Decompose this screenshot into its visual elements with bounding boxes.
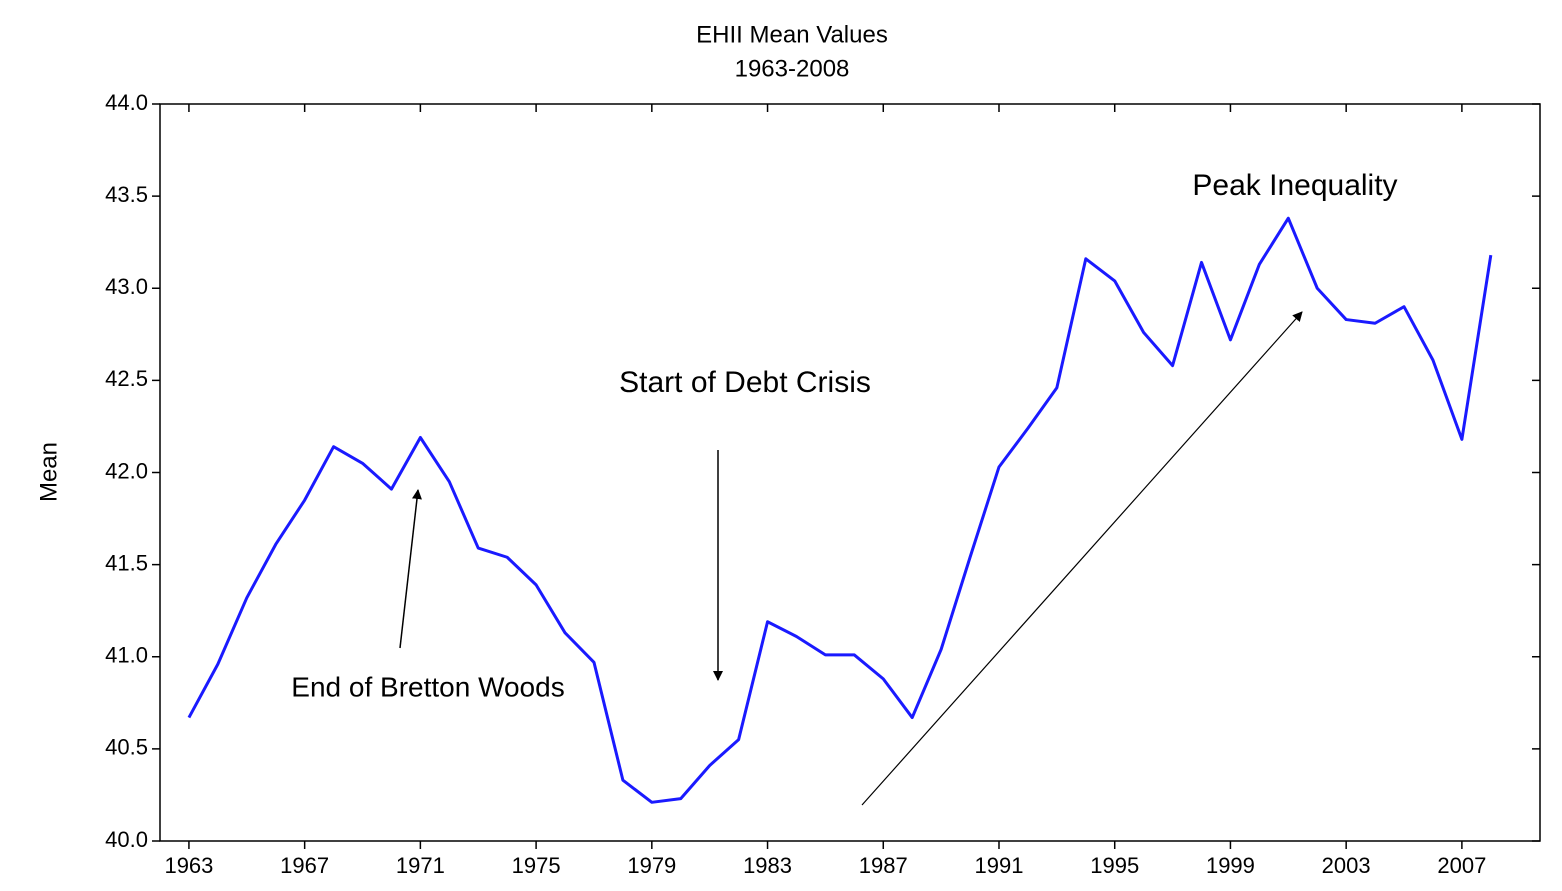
x-tick-label: 1975 xyxy=(512,853,561,878)
y-tick-label: 42.0 xyxy=(105,458,148,483)
y-tick-label: 44.0 xyxy=(105,90,148,115)
annotation: Peak Inequality xyxy=(1192,169,1397,202)
y-tick-label: 42.5 xyxy=(105,366,148,391)
x-tick-label: 1995 xyxy=(1090,853,1139,878)
x-tick-label: 2003 xyxy=(1322,853,1371,878)
data-line xyxy=(187,216,1493,804)
x-tick-label: 1971 xyxy=(396,853,445,878)
y-tick-label: 43.0 xyxy=(105,274,148,299)
chart-subtitle: 1963-2008 xyxy=(735,55,850,82)
y-tick-label: 40.5 xyxy=(105,735,148,760)
x-tick-label: 1991 xyxy=(975,853,1024,878)
annotation: End of Bretton Woods xyxy=(291,671,564,702)
plot-frame xyxy=(159,103,1541,842)
annotation: Start of Debt Crisis xyxy=(619,366,871,399)
y-tick-label: 40.0 xyxy=(105,827,148,852)
annotation-arrow xyxy=(861,311,1303,806)
x-tick-label: 1967 xyxy=(280,853,329,878)
y-tick-label: 41.5 xyxy=(105,550,148,575)
y-tick-label: 41.0 xyxy=(105,643,148,668)
x-tick-label: 1979 xyxy=(627,853,676,878)
y-axis-label: Mean xyxy=(35,442,62,502)
x-tick-label: 1963 xyxy=(164,853,213,878)
x-tick-label: 1983 xyxy=(743,853,792,878)
x-tick-label: 1987 xyxy=(859,853,908,878)
x-tick-label: 1999 xyxy=(1206,853,1255,878)
annotation-arrow xyxy=(399,489,422,649)
chart-title: EHII Mean Values xyxy=(696,21,888,48)
x-tick-label: 2007 xyxy=(1437,853,1486,878)
y-tick-label: 43.5 xyxy=(105,182,148,207)
